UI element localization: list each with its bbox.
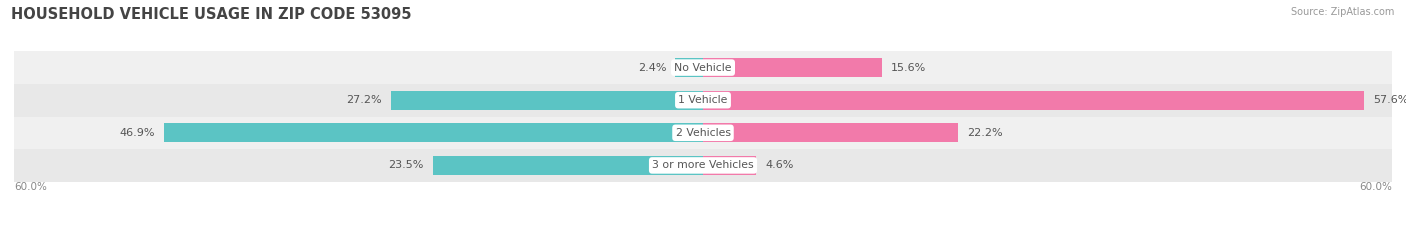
Bar (14, 84, 1392, 116)
Bar (165, 123, 703, 142)
Bar (391, 91, 703, 110)
Bar (14, 116, 1392, 149)
Bar (703, 156, 756, 175)
Text: 23.5%: 23.5% (388, 161, 425, 170)
Bar (703, 123, 957, 142)
Text: 15.6%: 15.6% (891, 63, 927, 72)
Bar (14, 51, 1392, 84)
Text: HOUSEHOLD VEHICLE USAGE IN ZIP CODE 53095: HOUSEHOLD VEHICLE USAGE IN ZIP CODE 5309… (11, 7, 412, 22)
Text: 1 Vehicle: 1 Vehicle (678, 95, 728, 105)
Bar (14, 149, 1392, 182)
Bar (703, 58, 882, 77)
Bar (433, 156, 703, 175)
Bar (703, 91, 1364, 110)
Text: 60.0%: 60.0% (14, 182, 46, 192)
Text: 27.2%: 27.2% (346, 95, 381, 105)
Text: 46.9%: 46.9% (120, 128, 155, 138)
Text: 2.4%: 2.4% (638, 63, 666, 72)
Text: No Vehicle: No Vehicle (675, 63, 731, 72)
Text: 4.6%: 4.6% (765, 161, 793, 170)
Text: 3 or more Vehicles: 3 or more Vehicles (652, 161, 754, 170)
Text: 60.0%: 60.0% (1360, 182, 1392, 192)
Text: 57.6%: 57.6% (1374, 95, 1406, 105)
Text: Source: ZipAtlas.com: Source: ZipAtlas.com (1291, 7, 1395, 17)
Text: 22.2%: 22.2% (967, 128, 1002, 138)
Bar (675, 58, 703, 77)
Text: 2 Vehicles: 2 Vehicles (675, 128, 731, 138)
